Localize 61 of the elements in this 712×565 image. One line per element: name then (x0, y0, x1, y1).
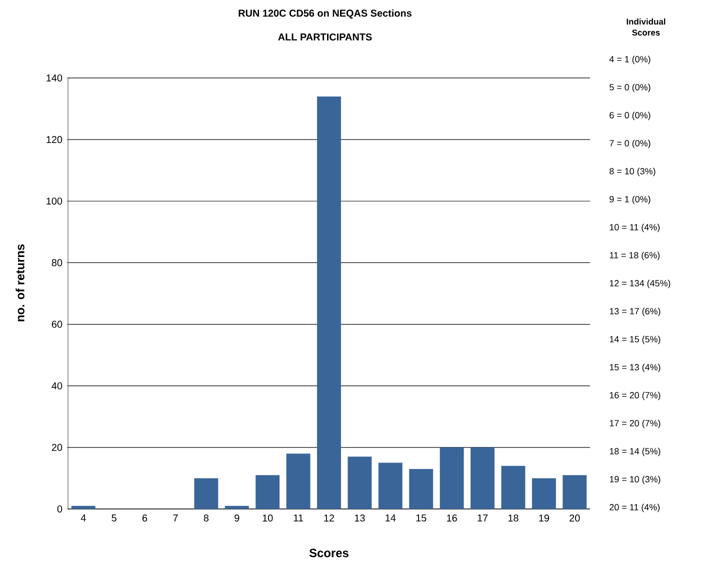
text: 17 = 20 (7%) (610, 420, 660, 428)
x-tick-label: 7 (173, 514, 178, 522)
x-tick-label: 20 (570, 514, 580, 522)
bar (532, 478, 556, 509)
bar (440, 447, 464, 509)
y-tick-label: 20 (52, 444, 62, 451)
x-tick-label: 15 (416, 514, 426, 522)
text: 5 = 0 (0%) (610, 84, 650, 92)
x-tick-label: 13 (354, 514, 365, 522)
text: 14 = 15 (5%) (610, 336, 660, 344)
text: 8 = 10 (3%) (610, 168, 656, 176)
chart-subtitle: ALL PARTICIPANTS (278, 33, 372, 41)
x-tick-label: 16 (447, 514, 457, 522)
y-tick-label: 140 (46, 74, 62, 82)
text: 18 = 14 (5%) (610, 448, 660, 456)
text: 20 = 11 (4%) (610, 504, 660, 512)
y-axis-title: no. of returns (16, 244, 24, 322)
chart-title: RUN 120C CD56 on NEQAS Sections (238, 9, 412, 19)
bar (317, 96, 341, 509)
x-tick-label: 14 (386, 514, 396, 522)
y-tick-label: 120 (46, 136, 62, 144)
bar (194, 478, 218, 509)
x-tick-label: 10 (262, 514, 273, 522)
y-tick-label: 100 (46, 198, 62, 205)
bar (224, 506, 249, 509)
y-tick-label: 60 (52, 320, 62, 328)
x-tick-label: 5 (112, 514, 116, 522)
text: 9 = 1 (0%) (610, 196, 650, 204)
text: 19 = 10 (3%) (610, 476, 660, 484)
bar (286, 454, 310, 509)
text: 7 = 0 (0%) (610, 140, 650, 148)
text: 15 = 13 (4%) (610, 364, 660, 372)
bar (348, 456, 372, 509)
bar (256, 475, 280, 509)
text: 13 = 17 (6%) (610, 308, 660, 316)
x-tick-label: 4 (80, 514, 86, 522)
text: 16 = 20 (7%) (610, 392, 660, 400)
bar (562, 475, 587, 509)
text: Individual Scores (626, 18, 666, 36)
x-tick-label: 9 (234, 514, 240, 522)
x-tick-label: 19 (539, 514, 550, 522)
x-tick-label: 11 (294, 514, 303, 522)
text: 10 = 11 (4%) (610, 224, 660, 232)
text: 12 = 134 (45%) (610, 280, 670, 288)
bar (378, 462, 402, 509)
y-tick-label: 0 (57, 505, 62, 513)
x-tick-label: 12 (324, 514, 334, 522)
bar (470, 447, 495, 509)
bar (71, 506, 96, 509)
text: 4 = 1 (0%) (609, 56, 650, 64)
x-tick-label: 8 (204, 514, 209, 522)
text: 11 = 18 (6%) (610, 252, 660, 260)
y-tick-label: 40 (52, 382, 62, 390)
x-tick-label: 18 (508, 514, 518, 522)
text: 6 = 0 (0%) (610, 112, 650, 120)
x-axis-title: Scores (309, 548, 348, 558)
x-tick-label: 17 (478, 514, 488, 522)
y-tick-label: 80 (52, 259, 62, 266)
bar (501, 466, 526, 509)
x-tick-label: 6 (142, 514, 148, 522)
bar (409, 468, 434, 509)
